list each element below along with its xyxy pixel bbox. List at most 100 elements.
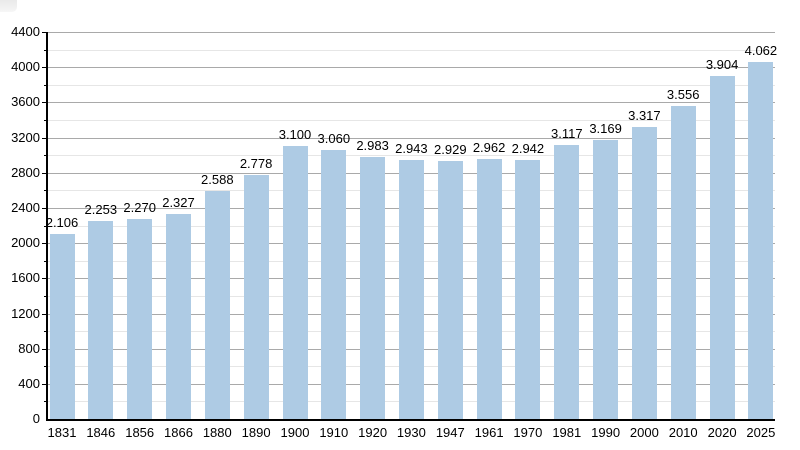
x-axis-tick-label: 1981 <box>552 425 582 440</box>
y-axis-tick <box>44 366 48 368</box>
bar-value-label: 3.117 <box>551 125 583 141</box>
y-axis-tick <box>42 137 48 139</box>
plot-area: 0 400 800 1200 1600 2000 2400 2800 3200 3600 4000 4… <box>11 25 777 440</box>
bar-value-label: 3.169 <box>589 121 622 137</box>
x-axis-tick-label: 1970 <box>513 425 543 440</box>
y-axis-tick-label: 1600 <box>11 270 40 286</box>
bar-value-label: 2.942 <box>511 141 545 157</box>
y-axis-tick <box>42 313 48 315</box>
y-axis-tick-label: 400 <box>18 375 40 391</box>
y-axis-tick <box>42 207 48 209</box>
bar <box>554 144 580 419</box>
bar <box>748 61 774 419</box>
gridline-minor <box>48 120 775 121</box>
bar <box>321 149 347 419</box>
gridline-major <box>48 67 775 69</box>
y-axis-tick-label: 3600 <box>11 94 40 110</box>
x-axis-tick-label: 1947 <box>435 425 465 440</box>
bar-value-label: 2.943 <box>395 141 428 157</box>
y-axis-tick <box>44 401 48 403</box>
x-axis-tick-label: 1890 <box>241 425 271 440</box>
bar-value-label: 2.270 <box>123 200 156 216</box>
y-axis-tick <box>44 84 48 86</box>
y-axis-tick <box>44 260 48 262</box>
y-axis-tick-label: 2800 <box>11 164 40 180</box>
x-axis-tick-label: 2020 <box>707 425 737 440</box>
bar-value-label: 3.100 <box>278 127 312 143</box>
x-axis-tick-label: 1880 <box>202 425 232 440</box>
y-axis-tick <box>42 32 48 33</box>
bar-value-label: 2.778 <box>239 155 273 171</box>
x-axis-tick-label: 1910 <box>319 425 349 440</box>
y-axis-tick <box>42 278 48 280</box>
x-axis-tick-label: 1900 <box>280 425 310 440</box>
y-axis-tick <box>44 190 48 192</box>
y-axis-tick <box>44 331 48 332</box>
x-axis-tick-label: 1920 <box>358 425 388 440</box>
y-axis-tick <box>44 49 48 51</box>
gridline-minor <box>48 49 775 51</box>
bar-value-label: 2.962 <box>472 139 506 155</box>
y-axis-tick <box>44 120 48 121</box>
bar <box>593 140 619 419</box>
bar-value-label: 3.060 <box>317 130 351 146</box>
y-axis-tick-label: 2400 <box>11 199 40 215</box>
y-axis-tick <box>42 67 48 69</box>
bar-value-label: 2.588 <box>201 172 234 188</box>
x-axis-tick-label: 1856 <box>125 425 155 440</box>
bar-value-label: 3.904 <box>705 56 739 72</box>
y-axis-tick <box>44 225 48 227</box>
y-axis-tick <box>42 383 48 385</box>
y-axis-tick <box>42 243 48 245</box>
bar <box>670 106 696 419</box>
bar <box>49 233 75 419</box>
y-axis-tick <box>44 155 48 157</box>
y-axis-tick-label: 4400 <box>11 24 40 39</box>
bar <box>476 158 502 419</box>
bar <box>204 191 230 419</box>
y-axis-tick-label: 0 <box>32 411 40 426</box>
x-axis-tick-label: 1866 <box>164 425 193 440</box>
y-axis-tick <box>42 102 48 104</box>
bar <box>360 156 386 419</box>
y-axis-tick <box>42 348 48 350</box>
bar-value-label: 2.327 <box>162 195 195 211</box>
y-axis-tick <box>42 172 48 174</box>
bar <box>88 220 114 419</box>
corner-artifact <box>0 0 17 12</box>
bar <box>709 75 735 419</box>
bar <box>243 174 269 419</box>
x-axis-tick-label: 1961 <box>474 425 504 440</box>
bar <box>631 127 657 419</box>
x-axis-tick-label: 1930 <box>396 425 426 440</box>
bar <box>398 160 424 419</box>
gridline-major <box>48 137 775 139</box>
gridline-major <box>48 102 775 104</box>
x-axis-line <box>48 419 775 421</box>
gridline-minor <box>48 155 775 157</box>
bar-value-label: 4.062 <box>744 42 778 58</box>
bar-value-label: 2.983 <box>356 137 389 153</box>
bar-value-label: 3.556 <box>666 87 700 103</box>
x-axis-tick-label: 2010 <box>668 425 698 440</box>
y-axis-tick-label: 1200 <box>11 305 40 321</box>
bar-value-label: 2.106 <box>45 214 79 230</box>
x-axis-tick-label: 2025 <box>746 425 776 440</box>
bar <box>282 146 308 419</box>
bar <box>166 214 191 419</box>
gridline-minor <box>48 84 775 86</box>
x-axis-tick-label: 1990 <box>591 425 621 440</box>
bar <box>515 160 541 419</box>
y-axis-tick <box>44 295 48 297</box>
x-axis-tick-label: 2000 <box>629 425 659 440</box>
bar-value-label: 3.317 <box>628 108 661 124</box>
y-axis-tick-label: 3200 <box>11 129 40 145</box>
y-axis-tick-label: 800 <box>18 340 40 356</box>
bar <box>437 161 463 419</box>
bar-value-label: 2.929 <box>434 142 467 158</box>
y-axis-tick-label: 4000 <box>11 59 40 75</box>
bar-value-label: 2.253 <box>84 201 118 217</box>
bar <box>127 219 153 419</box>
gridline-major <box>48 32 775 33</box>
